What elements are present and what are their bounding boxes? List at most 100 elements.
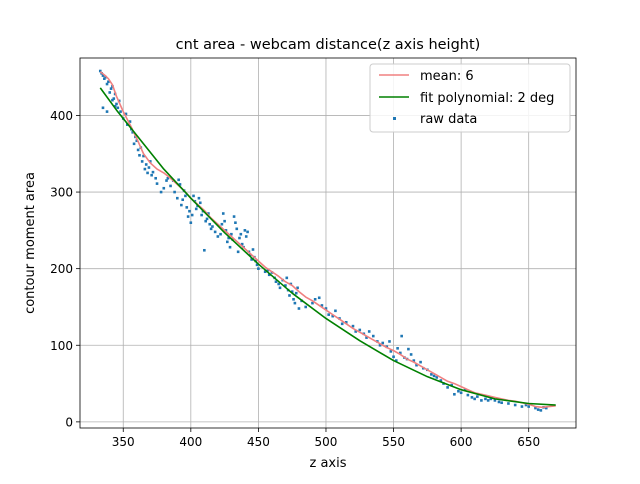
raw-data-point: [105, 110, 109, 113]
raw-data-point: [392, 355, 395, 359]
legend-fit-label: fit polynomial: 2 deg: [420, 91, 554, 106]
raw-data-point: [143, 167, 147, 171]
raw-data-point: [288, 294, 291, 297]
raw-data-point: [226, 240, 229, 244]
raw-data-point: [266, 268, 270, 272]
x-tick-label: 550: [382, 435, 405, 449]
raw-data-point: [396, 347, 399, 350]
raw-data-point: [415, 363, 418, 367]
raw-data-point: [313, 298, 317, 301]
raw-data-point: [169, 184, 172, 188]
raw-data-point: [105, 82, 109, 86]
raw-data-point: [228, 245, 232, 249]
raw-data-point: [159, 190, 163, 194]
raw-data-point: [296, 286, 299, 290]
raw-data-point: [257, 267, 260, 270]
raw-data-point: [219, 232, 222, 236]
raw-data-point: [188, 209, 191, 213]
raw-data-point: [277, 282, 280, 286]
raw-data-point: [234, 221, 237, 224]
legend: mean: 6 fit polynomial: 2 deg raw data: [369, 63, 571, 133]
raw-data-point: [103, 77, 106, 80]
raw-data-point: [115, 102, 118, 106]
raw-data-point: [331, 314, 335, 318]
raw-data-point: [409, 353, 413, 356]
raw-data-point: [180, 203, 183, 207]
raw-data-point: [365, 336, 368, 339]
raw-data-point: [534, 406, 537, 410]
raw-data-point: [412, 359, 416, 362]
raw-data-point: [394, 359, 398, 362]
raw-data-point: [211, 225, 214, 228]
raw-data-point: [324, 307, 328, 310]
raw-data-point: [198, 201, 202, 205]
raw-data-point: [165, 179, 168, 182]
raw-data-point: [128, 120, 132, 123]
legend-box: [369, 63, 571, 133]
raw-data-point: [317, 296, 321, 300]
raw-data-point: [463, 388, 467, 391]
raw-data-point: [539, 409, 543, 412]
raw-data-point: [250, 258, 253, 261]
raw-data-point: [197, 196, 201, 200]
series-layer: [98, 69, 556, 412]
raw-data-point: [489, 397, 493, 401]
raw-data-point: [239, 232, 243, 236]
raw-data-point: [192, 194, 195, 198]
raw-data-point: [459, 391, 463, 395]
legend-mean-label: mean: 6: [420, 69, 474, 84]
x-tick-label: 350: [112, 435, 135, 449]
raw-data-point: [178, 183, 182, 186]
raw-data-point: [340, 322, 344, 326]
raw-data-point: [327, 313, 330, 316]
raw-data-point: [476, 395, 479, 398]
raw-data-point: [378, 343, 382, 347]
raw-data-point: [107, 80, 110, 84]
raw-data-point: [457, 389, 460, 393]
fit-polynomial-line: [99, 87, 556, 406]
tick-layer: 350 400 450 500 550 600 650 0 100 200 300 400: [50, 109, 540, 449]
raw-data-point: [221, 212, 225, 215]
x-tick-label: 400: [179, 435, 202, 449]
raw-data-point: [144, 163, 148, 166]
raw-data-point: [480, 399, 483, 402]
raw-data-point: [351, 324, 355, 328]
y-tick-label: 200: [50, 262, 73, 276]
raw-data-point: [544, 406, 548, 410]
raw-data-point: [204, 219, 207, 223]
raw-data-point: [290, 290, 294, 293]
raw-data-point: [132, 142, 136, 146]
raw-data-point: [135, 139, 139, 143]
raw-data-point: [173, 190, 176, 194]
raw-data-point: [263, 270, 267, 274]
raw-data-point: [230, 232, 233, 236]
raw-data-point: [151, 170, 155, 174]
raw-data-point: [284, 284, 287, 287]
raw-data-point: [189, 221, 193, 224]
raw-data-point: [293, 301, 297, 305]
raw-data-point: [435, 376, 439, 379]
raw-data-point: [246, 230, 249, 234]
raw-data-point: [162, 186, 166, 190]
raw-data-point: [166, 176, 170, 180]
raw-data-point: [220, 222, 224, 226]
raw-data-point: [430, 373, 433, 376]
raw-data-point: [446, 386, 449, 389]
x-tick-label: 450: [247, 435, 270, 449]
raw-data-point: [466, 393, 470, 397]
raw-data-point: [101, 106, 105, 110]
plot-frame: [79, 57, 577, 429]
raw-data-point: [536, 408, 540, 411]
raw-data-point: [176, 196, 179, 200]
x-axis-label: z axis: [309, 456, 346, 471]
raw-data-point: [320, 304, 324, 307]
raw-data-point: [513, 403, 517, 407]
raw-data-point: [493, 399, 497, 402]
raw-data-point: [251, 248, 255, 251]
raw-data-point: [194, 207, 198, 211]
raw-data-point: [136, 148, 140, 152]
raw-data-point: [116, 106, 120, 110]
raw-data-point: [450, 383, 453, 387]
raw-data-point: [209, 227, 213, 231]
raw-data-point: [112, 97, 116, 100]
